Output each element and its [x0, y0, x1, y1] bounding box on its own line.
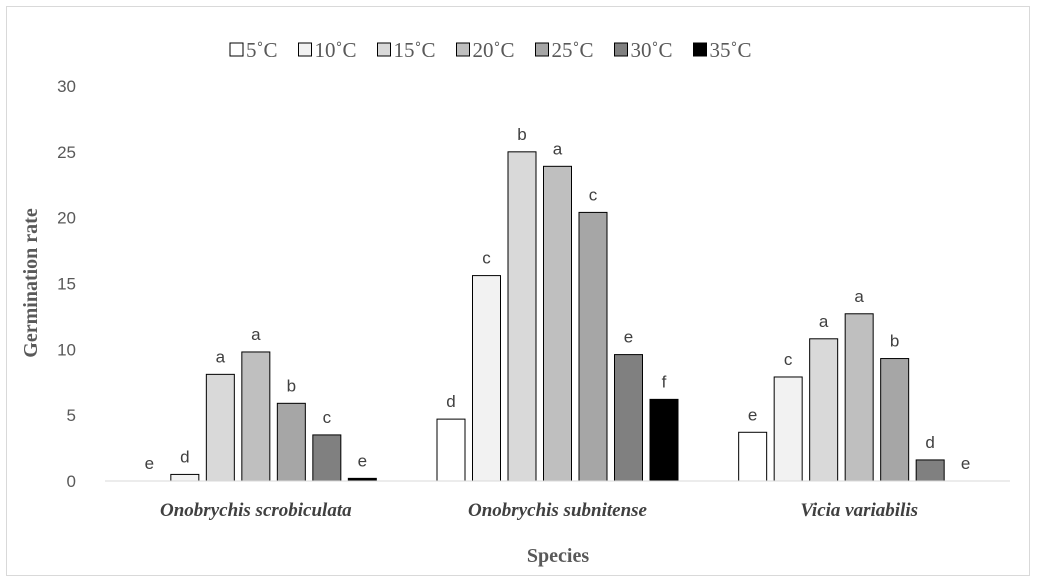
bar: [844, 313, 874, 482]
legend-label: 15˚C: [394, 38, 436, 62]
y-axis: 0 5 10 15 20 25 30: [57, 77, 76, 491]
bar-significance-label: c: [784, 350, 793, 369]
y-tick-label: 25: [57, 143, 76, 162]
legend-swatch: [298, 42, 312, 57]
bar-significance-label: c: [323, 408, 332, 427]
bar-significance-label: a: [819, 312, 829, 331]
y-tick-label: 30: [57, 77, 76, 96]
y-tick-label: 20: [57, 209, 76, 228]
bar-significance-label: f: [662, 372, 667, 391]
bar: [578, 211, 608, 482]
bar: [809, 338, 839, 482]
legend-swatch: [377, 42, 391, 57]
bar-significance-label: a: [553, 139, 563, 158]
bar-significance-label: b: [517, 125, 526, 144]
bar: [543, 165, 572, 482]
bar-significance-label: a: [854, 287, 864, 306]
bar-significance-label: e: [145, 454, 154, 473]
x-axis-title: Species: [527, 545, 589, 567]
legend-label: 20˚C: [473, 38, 515, 62]
y-axis-title: Germination rate: [20, 208, 42, 358]
bar: [614, 354, 643, 482]
x-axis: Onobrychis scrobiculata Onobrychis subnit…: [105, 480, 1010, 521]
bar-significance-label: e: [748, 405, 757, 424]
legend-label: 30˚C: [631, 38, 673, 62]
bar: [312, 434, 342, 482]
bar: [276, 402, 306, 482]
bar-significance-label: b: [890, 332, 899, 351]
bar: [241, 351, 271, 482]
bar-significance-label: d: [446, 392, 455, 411]
bar-significance-label: a: [251, 325, 261, 344]
bar-significance-label: e: [961, 454, 970, 473]
bar: [205, 373, 235, 482]
category-label: Onobrychis subnitense: [468, 500, 648, 521]
bar-significance-label: c: [482, 249, 491, 268]
legend-swatch: [614, 42, 628, 57]
legend-label: 10˚C: [315, 38, 357, 62]
bar: [773, 376, 803, 482]
category-label: Onobrychis scrobiculata: [160, 500, 352, 521]
legend-label: 35˚C: [710, 38, 752, 62]
bar: [507, 151, 537, 482]
y-tick-label: 10: [57, 340, 76, 359]
legend: 5˚C 10˚C 15˚C 20˚C 25˚C 30˚C 35˚C: [229, 38, 752, 62]
y-tick-label: 0: [67, 472, 76, 491]
bar: [436, 418, 466, 482]
bar-significance-label: b: [287, 376, 296, 395]
category-label: Vicia variabilis: [800, 500, 918, 521]
legend-swatch: [456, 42, 470, 57]
bar: [738, 431, 768, 482]
bars: e d a a b c e d c b a c e f e c a a b d e: [145, 125, 970, 482]
legend-swatch: [229, 42, 244, 57]
legend-swatch: [535, 42, 549, 57]
bar: [170, 473, 200, 482]
bar-significance-label: a: [216, 347, 226, 366]
bar-significance-label: c: [589, 185, 598, 204]
bar-significance-label: e: [624, 328, 633, 347]
bar: [649, 398, 679, 482]
bar-significance-label: e: [358, 451, 367, 470]
y-tick-label: 5: [67, 406, 76, 425]
bar: [880, 358, 910, 482]
bar-significance-label: d: [180, 447, 189, 466]
legend-label: 25˚C: [552, 38, 594, 62]
legend-swatch: [693, 42, 707, 57]
y-tick-label: 15: [57, 275, 76, 294]
legend-label: 5˚C: [246, 38, 278, 62]
bar: [472, 275, 501, 482]
bar-significance-label: d: [925, 433, 934, 452]
bar: [915, 459, 945, 482]
